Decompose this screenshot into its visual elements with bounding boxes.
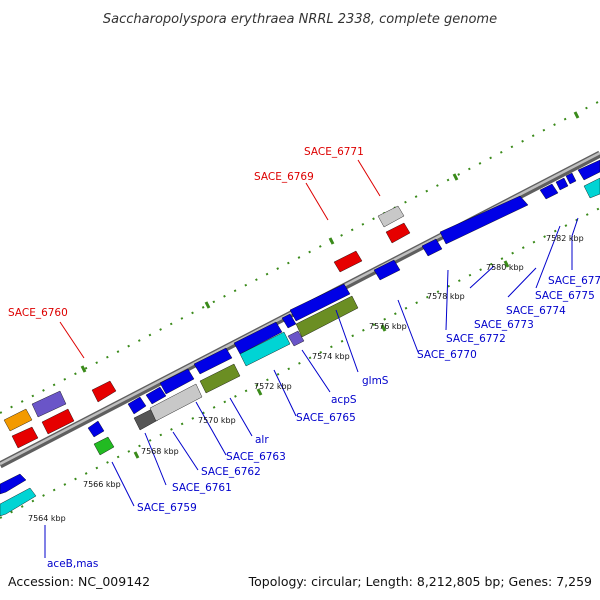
label-SACE-6761: SACE_6761 bbox=[172, 482, 232, 494]
label-SACE-6776: SACE_6776 bbox=[548, 275, 600, 287]
label-connectors bbox=[44, 159, 579, 558]
gene-cyan-mid bbox=[239, 331, 291, 367]
gene-SACE-6771 bbox=[385, 222, 411, 244]
label-SACE-6772: SACE_6772 bbox=[446, 333, 506, 345]
tick-label-7564: 7564 kbp bbox=[28, 514, 66, 523]
label-SACE-6762: SACE_6762 bbox=[201, 466, 261, 478]
tick-label-7568: 7568 kbp bbox=[141, 447, 179, 456]
gene-grey-top bbox=[377, 205, 405, 228]
label-SACE-6771: SACE_6771 bbox=[304, 146, 364, 158]
gene-cyan-right bbox=[583, 177, 600, 199]
gene-purple-mid bbox=[287, 330, 305, 347]
tick-label-7576: 7576 kbp bbox=[369, 322, 407, 331]
tick-label-7582: 7582 kbp bbox=[546, 234, 584, 243]
tick-label-7578: 7578 kbp bbox=[427, 292, 465, 301]
gene-olive-1 bbox=[199, 363, 241, 394]
tick-label-7570: 7570 kbp bbox=[198, 416, 236, 425]
inner-dotted-track bbox=[0, 207, 600, 519]
gene-SACE-6769 bbox=[333, 250, 363, 273]
label-SACE-6759: SACE_6759 bbox=[137, 502, 197, 514]
tick-label-7580: 7580 kbp bbox=[486, 263, 524, 272]
gene-red-left2 bbox=[41, 408, 75, 435]
label-glmS: glmS bbox=[362, 375, 389, 387]
gene-blue-j bbox=[439, 195, 529, 245]
gene-blue-n bbox=[577, 159, 600, 181]
genome-summary-text: Topology: circular; Length: 8,212,805 bp… bbox=[248, 574, 592, 589]
gene-blue-i bbox=[421, 238, 443, 257]
tick-label-7574: 7574 kbp bbox=[312, 352, 350, 361]
gene-green-small bbox=[93, 436, 115, 456]
gene-blue-k bbox=[539, 183, 559, 200]
label-SACE-6775: SACE_6775 bbox=[535, 290, 595, 302]
label-SACE-6769: SACE_6769 bbox=[254, 171, 314, 183]
gene-blue-d bbox=[193, 347, 233, 375]
gene-aceB bbox=[0, 473, 27, 495]
gene-orange bbox=[3, 408, 33, 432]
gene-SACE-6759 bbox=[87, 420, 105, 438]
gene-blue-e bbox=[233, 321, 283, 355]
red-gene-labels: SACE_6760 SACE_6769 SACE_6771 bbox=[8, 146, 364, 319]
gene-blue-b bbox=[145, 386, 167, 405]
label-alr: alr bbox=[255, 434, 269, 446]
accession-text: Accession: NC_009142 bbox=[8, 574, 150, 589]
gene-blue-g bbox=[289, 283, 351, 322]
gene-red-left bbox=[11, 426, 39, 449]
label-SACE-6763: SACE_6763 bbox=[226, 451, 286, 463]
label-SACE-6773: SACE_6773 bbox=[474, 319, 534, 331]
gene-blue-m bbox=[565, 172, 577, 185]
gene-blue-c bbox=[159, 368, 195, 395]
label-aceB-mas: aceB,mas bbox=[47, 558, 98, 570]
label-SACE-6774: SACE_6774 bbox=[506, 305, 566, 317]
tick-labels: 7564 kbp 7566 kbp 7568 kbp 7570 kbp 7572… bbox=[28, 234, 584, 523]
label-SACE-6760: SACE_6760 bbox=[8, 307, 68, 319]
gene-cyan-left bbox=[0, 487, 37, 517]
gene-purple-left bbox=[31, 390, 67, 418]
label-SACE-6765: SACE_6765 bbox=[296, 412, 356, 424]
blue-gene-labels: aceB,mas SACE_6759 SACE_6761 SACE_6762 S… bbox=[47, 275, 600, 570]
gene-olive-2 bbox=[295, 295, 359, 338]
label-SACE-6770: SACE_6770 bbox=[417, 349, 477, 361]
gene-light-grey bbox=[149, 383, 203, 422]
ruler-ticks bbox=[80, 111, 580, 459]
outer-dotted-track bbox=[0, 100, 600, 414]
gene-blue-a bbox=[127, 396, 147, 415]
gene-SACE-6760 bbox=[91, 380, 117, 403]
gene-blue-l bbox=[555, 177, 569, 191]
tick-label-7572: 7572 kbp bbox=[254, 382, 292, 391]
gene-blue-h bbox=[373, 259, 401, 281]
label-acpS: acpS bbox=[331, 394, 357, 406]
gene-features bbox=[0, 159, 600, 517]
genome-title: Saccharopolyspora erythraea NRRL 2338, c… bbox=[103, 12, 497, 27]
tick-label-7566: 7566 kbp bbox=[83, 480, 121, 489]
